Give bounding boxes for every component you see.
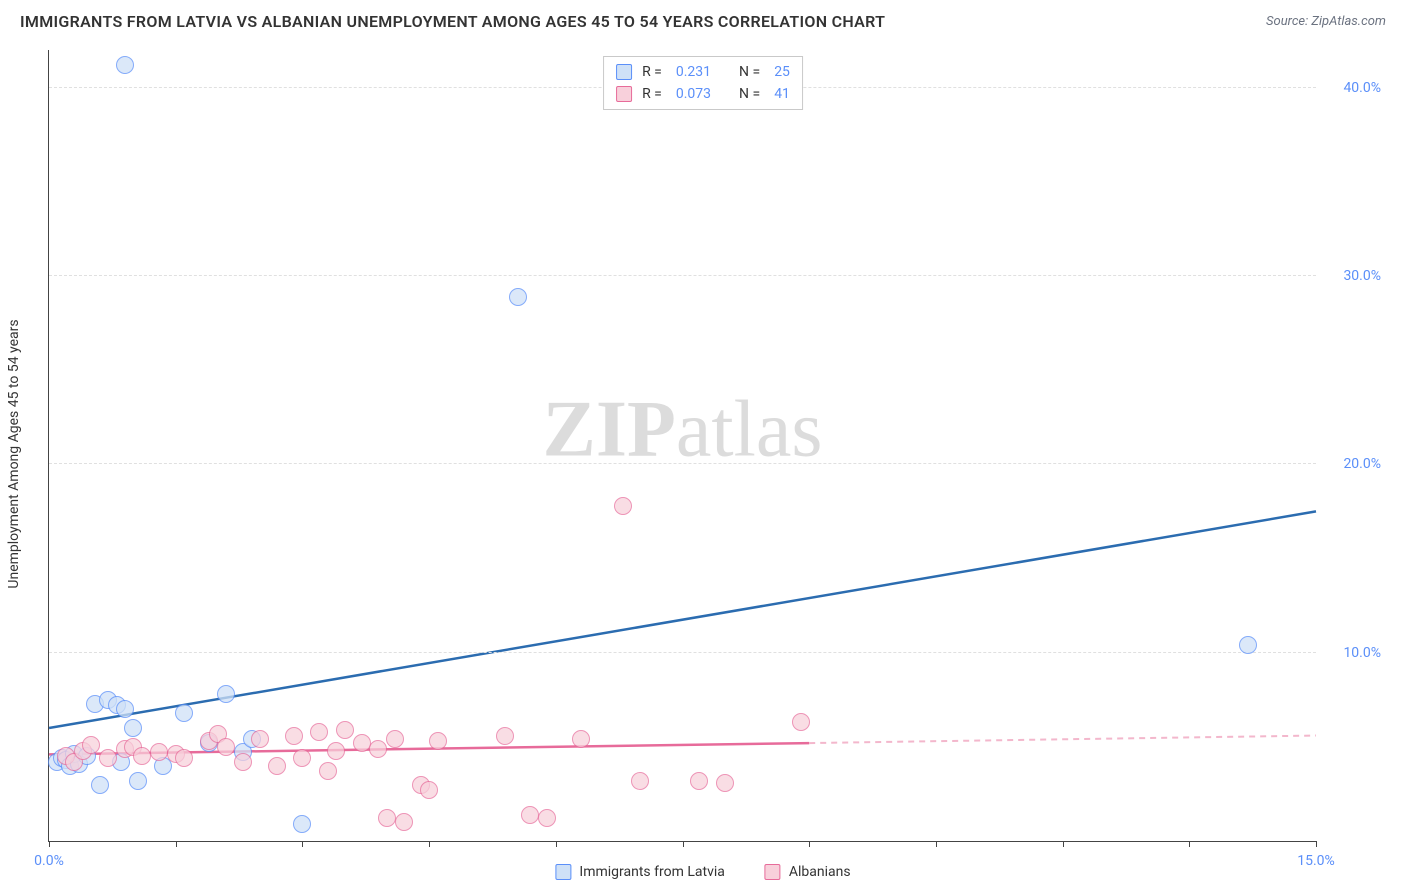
- data-point-albanians: [268, 757, 286, 775]
- page-title: IMMIGRANTS FROM LATVIA VS ALBANIAN UNEMP…: [20, 12, 885, 31]
- legend-stats: R = 0.231 N = 25 R = 0.073 N = 41: [603, 56, 803, 110]
- plot-container: ZIPatlas 10.0%20.0%30.0%40.0%0.0%15.0%: [48, 50, 1386, 842]
- x-tick: [683, 841, 684, 847]
- x-tick: [556, 841, 557, 847]
- stat-value-r: 0.231: [676, 61, 711, 83]
- legend-item-albanians: Albanians: [765, 864, 851, 880]
- x-tick: [1063, 841, 1064, 847]
- grid-line: [49, 652, 1316, 653]
- y-tick-label: 30.0%: [1321, 268, 1381, 284]
- regression-line-latvia: [49, 511, 1316, 728]
- data-point-albanians: [150, 743, 168, 761]
- data-point-albanians: [99, 749, 117, 767]
- data-point-latvia: [293, 815, 311, 833]
- watermark: ZIPatlas: [543, 384, 823, 475]
- x-tick: [1189, 841, 1190, 847]
- regression-line-albanians-ext: [809, 736, 1316, 744]
- stat-label: N =: [739, 83, 760, 105]
- data-point-latvia: [175, 704, 193, 722]
- data-point-albanians: [234, 753, 252, 771]
- x-tick: [302, 841, 303, 847]
- x-tick: [936, 841, 937, 847]
- legend-swatch-albanians: [765, 864, 781, 880]
- data-point-albanians: [251, 730, 269, 748]
- legend-series: Immigrants from Latvia Albanians: [555, 864, 850, 880]
- data-point-latvia: [129, 772, 147, 790]
- legend-swatch-latvia: [616, 64, 632, 80]
- data-point-albanians: [319, 762, 337, 780]
- data-point-albanians: [429, 732, 447, 750]
- x-tick: [1316, 841, 1317, 847]
- data-point-albanians: [538, 809, 556, 827]
- regression-lines-svg: [49, 50, 1316, 841]
- y-axis-label: Unemployment Among Ages 45 to 54 years: [6, 319, 22, 588]
- data-point-albanians: [690, 772, 708, 790]
- data-point-albanians: [521, 806, 539, 824]
- data-point-albanians: [792, 713, 810, 731]
- x-tick: [429, 841, 430, 847]
- data-point-albanians: [175, 749, 193, 767]
- data-point-albanians: [336, 721, 354, 739]
- x-tick: [809, 841, 810, 847]
- data-point-albanians: [369, 740, 387, 758]
- grid-line: [49, 463, 1316, 464]
- data-point-albanians: [631, 772, 649, 790]
- data-point-albanians: [327, 742, 345, 760]
- stat-label: R =: [642, 83, 662, 105]
- data-point-albanians: [496, 727, 514, 745]
- data-point-albanians: [217, 738, 235, 756]
- data-point-albanians: [614, 497, 632, 515]
- data-point-latvia: [116, 700, 134, 718]
- y-tick-label: 10.0%: [1321, 645, 1381, 661]
- data-point-albanians: [572, 730, 590, 748]
- legend-stats-row: R = 0.231 N = 25: [616, 61, 790, 83]
- legend-label: Immigrants from Latvia: [579, 864, 724, 880]
- grid-line: [49, 275, 1316, 276]
- stat-label: R =: [642, 61, 662, 83]
- data-point-latvia: [217, 685, 235, 703]
- data-point-albanians: [378, 809, 396, 827]
- data-point-albanians: [285, 727, 303, 745]
- stat-value-r: 0.073: [676, 83, 711, 105]
- data-point-albanians: [420, 781, 438, 799]
- data-point-albanians: [716, 774, 734, 792]
- legend-item-latvia: Immigrants from Latvia: [555, 864, 724, 880]
- stat-value-n: 41: [774, 83, 790, 105]
- data-point-latvia: [116, 56, 134, 74]
- data-point-albanians: [82, 736, 100, 754]
- data-point-albanians: [395, 813, 413, 831]
- scatter-plot: ZIPatlas 10.0%20.0%30.0%40.0%0.0%15.0%: [48, 50, 1316, 842]
- data-point-albanians: [133, 747, 151, 765]
- stat-value-n: 25: [774, 61, 790, 83]
- data-point-latvia: [91, 776, 109, 794]
- watermark-rest: atlas: [676, 385, 823, 473]
- legend-swatch-albanians: [616, 86, 632, 102]
- data-point-latvia: [124, 719, 142, 737]
- data-point-latvia: [509, 288, 527, 306]
- y-tick-label: 20.0%: [1321, 456, 1381, 472]
- legend-swatch-latvia: [555, 864, 571, 880]
- stat-label: N =: [739, 61, 760, 83]
- x-tick-label: 0.0%: [34, 853, 64, 869]
- data-point-albanians: [353, 734, 371, 752]
- y-tick-label: 40.0%: [1321, 80, 1381, 96]
- x-tick: [49, 841, 50, 847]
- data-point-albanians: [310, 723, 328, 741]
- data-point-albanians: [386, 730, 404, 748]
- source-attribution: Source: ZipAtlas.com: [1266, 14, 1386, 29]
- watermark-bold: ZIP: [543, 385, 676, 473]
- legend-label: Albanians: [789, 864, 851, 880]
- x-tick-label: 15.0%: [1297, 853, 1335, 869]
- data-point-latvia: [1239, 636, 1257, 654]
- data-point-albanians: [293, 749, 311, 767]
- x-tick: [176, 841, 177, 847]
- legend-stats-row: R = 0.073 N = 41: [616, 83, 790, 105]
